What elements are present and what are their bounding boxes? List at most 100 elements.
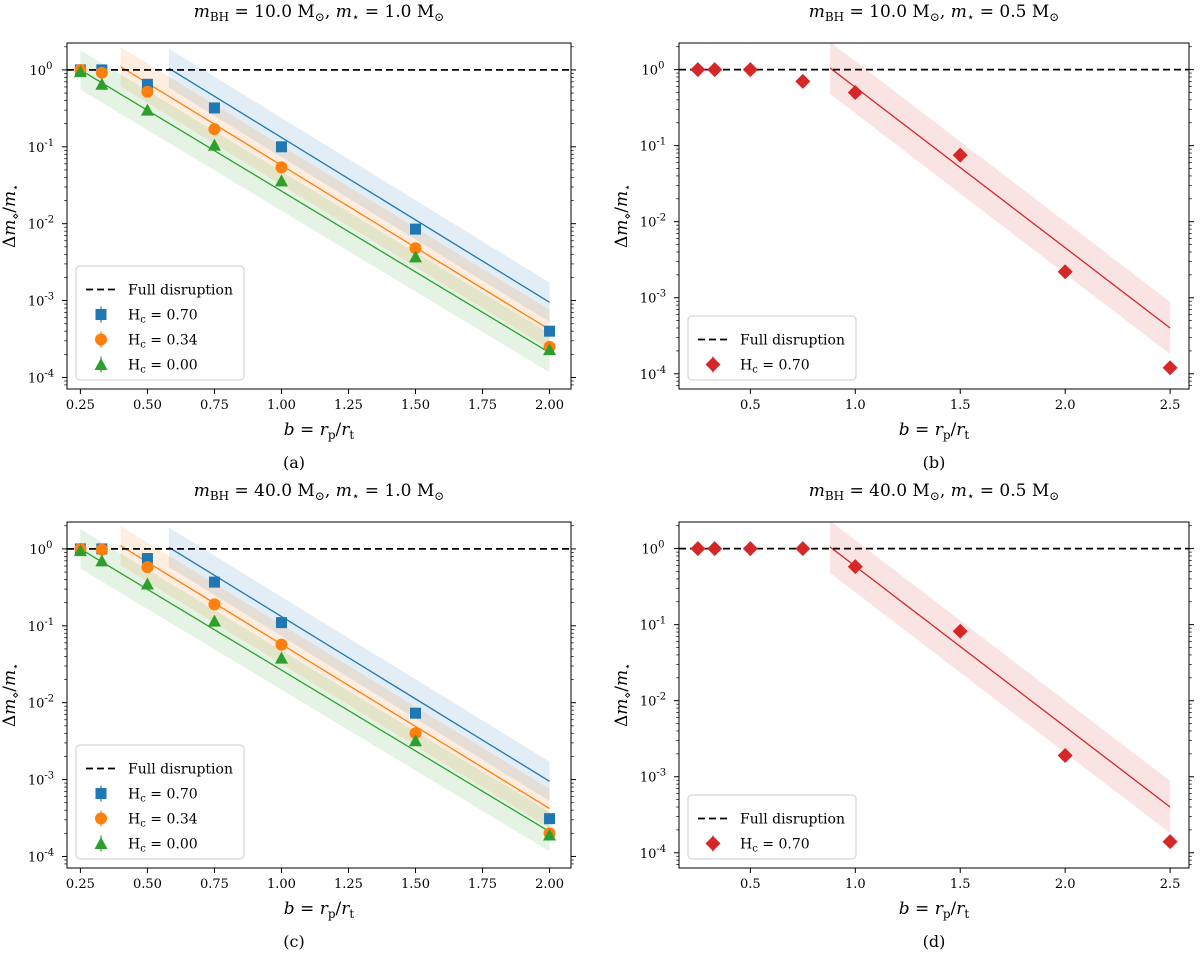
plot-area: [67, 526, 571, 852]
legend-box: [687, 794, 857, 860]
data-point: [95, 77, 109, 90]
y-tick-label: 10-4: [640, 365, 666, 383]
data-point: [795, 73, 811, 89]
data-point: [409, 250, 423, 263]
data-point: [275, 638, 288, 651]
data-point: [409, 734, 423, 747]
fit-line: [168, 67, 550, 303]
data-point: [208, 102, 220, 114]
data-point: [410, 223, 422, 235]
y-tick-label: 10-3: [640, 289, 666, 307]
data-point: [742, 541, 758, 557]
x-axis-label: b = rp/rt: [899, 899, 970, 921]
y-tick-label: 10-3: [640, 768, 666, 786]
data-point: [275, 161, 288, 174]
data-point: [73, 65, 87, 78]
legend-marker-icon: [94, 837, 108, 849]
axes-frame: [66, 521, 572, 869]
y-tick-label: 10-2: [28, 215, 54, 233]
plot-area: [679, 522, 1189, 850]
data-point: [1162, 360, 1178, 376]
data-point: [1162, 834, 1178, 850]
legend-label: Full disruption: [128, 283, 233, 299]
data-point: [707, 62, 723, 78]
y-tick-label: 10-1: [28, 617, 54, 635]
data-point: [742, 62, 758, 78]
data-point: [275, 617, 287, 629]
legend-label: Full disruption: [740, 333, 845, 349]
y-tick-label: 100: [30, 540, 53, 558]
x-tick-label: 0.5: [740, 398, 761, 413]
x-tick-label: 0.5: [740, 877, 761, 892]
panel-a: 0.25 0.50 0.75 1.00 1.25 1.50 1.75 2.00 100 10-1 1…: [0, 2, 576, 442]
legend: Full disruption Hc = 0.70: [687, 315, 857, 381]
plot-area: [67, 47, 571, 373]
y-axis-label: Δm⋄/m⋆: [0, 184, 22, 248]
data-point: [544, 325, 556, 337]
data-point: [952, 623, 968, 639]
data-point: [208, 576, 220, 588]
data-point: [208, 598, 221, 611]
chart-title: mBH = 40.0 M⊙, m⋆ = 1.0 M⊙: [194, 481, 445, 503]
caption-d: (d): [923, 932, 946, 951]
y-tick-label: 10-2: [28, 694, 54, 712]
legend-label: Hc = 0.70: [128, 308, 198, 326]
y-tick-label: 10-4: [28, 847, 54, 865]
data-point: [141, 78, 153, 90]
x-tick-label: 0.25: [66, 877, 95, 892]
y-axis-label: Δm⋄/m⋆: [612, 184, 634, 248]
x-tick-label: 0.50: [133, 398, 162, 413]
y-tick-label: 10-2: [640, 213, 666, 231]
legend: Full disruption Hc = 0.70 Hc = 0.34 Hc = 0.…: [75, 744, 245, 860]
caption-a: (a): [283, 453, 305, 472]
data-point: [207, 138, 221, 151]
data-point: [207, 614, 221, 627]
legend-marker-icon: [95, 333, 107, 346]
x-axis-label: b = rp/rt: [284, 420, 355, 442]
caption-b: (b): [923, 453, 946, 472]
y-tick-label: 10-4: [640, 844, 666, 862]
fit-line: [168, 546, 550, 782]
y-tick-label: 100: [642, 540, 665, 558]
x-tick-label: 1.5: [950, 398, 971, 413]
data-point: [707, 541, 723, 557]
y-axis-label: Δm⋄/m⋆: [612, 663, 634, 727]
legend-box: [687, 315, 857, 381]
fit-line: [120, 545, 550, 810]
legend-label: Hc = 0.70: [740, 358, 810, 376]
x-tick-label: 0.75: [200, 398, 229, 413]
data-point: [274, 651, 288, 664]
data-point: [847, 559, 863, 575]
x-tick-label: 1.75: [468, 398, 497, 413]
legend-label: Hc = 0.00: [128, 837, 198, 855]
legend-label: Full disruption: [128, 762, 233, 778]
data-point: [275, 141, 287, 153]
legend-label: Hc = 0.70: [128, 787, 198, 805]
x-tick-label: 2.0: [1055, 398, 1076, 413]
legend-marker-icon: [95, 812, 107, 825]
x-tick-label: 1.25: [334, 398, 363, 413]
y-tick-label: 10-3: [28, 292, 54, 310]
data-point: [543, 343, 557, 356]
x-tick-label: 1.75: [468, 877, 497, 892]
fit-line: [80, 548, 550, 833]
data-point: [95, 66, 108, 79]
data-point: [95, 543, 108, 556]
legend-marker-icon: [95, 309, 107, 320]
panel-d: 0.5 1.0 1.5 2.0 2.5 100 10-1 10-2 10-3 10-4 mBH = …: [612, 481, 1194, 921]
legend: Full disruption Hc = 0.70: [687, 794, 857, 860]
fit-line: [829, 67, 1171, 329]
data-point: [208, 123, 221, 136]
y-tick-label: 10-4: [28, 368, 54, 386]
axes-frame: [66, 42, 572, 390]
y-tick-label: 100: [642, 61, 665, 79]
y-tick-label: 10-1: [640, 616, 666, 634]
fit-line: [829, 546, 1171, 808]
legend-label: Hc = 0.00: [128, 358, 198, 376]
legend-label: Full disruption: [740, 812, 845, 828]
chart-title: mBH = 40.0 M⊙, m⋆ = 0.5 M⊙: [809, 481, 1060, 503]
fit-line: [80, 69, 550, 354]
data-point: [141, 553, 153, 565]
x-tick-label: 1.5: [950, 877, 971, 892]
